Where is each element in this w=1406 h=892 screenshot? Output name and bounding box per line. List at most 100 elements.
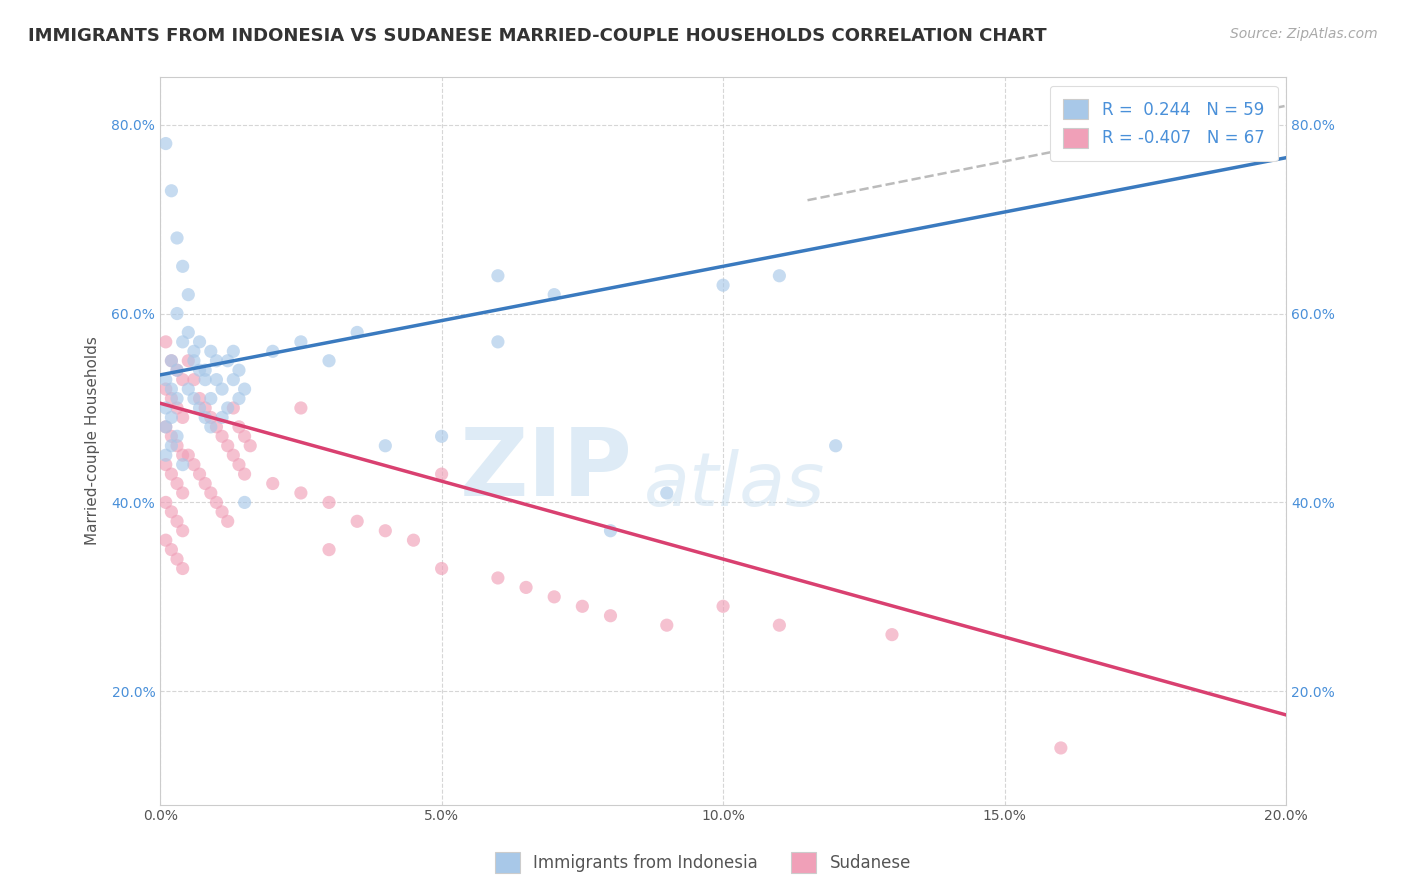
Y-axis label: Married-couple Households: Married-couple Households <box>86 336 100 546</box>
Point <box>233 429 256 443</box>
Point <box>217 439 239 453</box>
Point <box>200 344 222 359</box>
Point <box>211 429 233 443</box>
Point <box>290 334 312 349</box>
Point <box>160 439 183 453</box>
Point <box>486 334 509 349</box>
Point <box>346 326 368 340</box>
Point <box>160 505 183 519</box>
Point <box>262 476 284 491</box>
Point <box>222 344 245 359</box>
Point <box>172 448 194 462</box>
Point <box>172 561 194 575</box>
Point <box>155 373 177 387</box>
Point <box>172 334 194 349</box>
Point <box>188 334 211 349</box>
Point <box>155 382 177 396</box>
Point <box>160 542 183 557</box>
Point <box>211 505 233 519</box>
Point <box>205 420 228 434</box>
Point <box>188 467 211 481</box>
Point <box>155 420 177 434</box>
Point <box>824 439 846 453</box>
Point <box>172 410 194 425</box>
Point <box>318 353 340 368</box>
Point <box>290 486 312 500</box>
Point <box>160 353 183 368</box>
Point <box>166 231 188 245</box>
Point <box>155 458 177 472</box>
Point <box>172 458 194 472</box>
Point <box>233 495 256 509</box>
Point <box>239 439 262 453</box>
Point <box>571 599 593 614</box>
Point <box>188 363 211 377</box>
Point <box>172 373 194 387</box>
Point <box>166 392 188 406</box>
Point <box>205 353 228 368</box>
Point <box>880 627 903 641</box>
Point <box>160 429 183 443</box>
Point <box>543 590 565 604</box>
Point <box>166 439 188 453</box>
Point <box>768 268 790 283</box>
Point <box>155 420 177 434</box>
Point <box>233 467 256 481</box>
Point <box>515 581 537 595</box>
Point <box>160 382 183 396</box>
Point <box>160 392 183 406</box>
Point <box>200 486 222 500</box>
Point <box>183 392 205 406</box>
Point <box>290 401 312 415</box>
Point <box>155 136 177 151</box>
Point <box>194 410 217 425</box>
Point <box>374 439 396 453</box>
Point <box>155 495 177 509</box>
Point <box>768 618 790 632</box>
Point <box>711 599 734 614</box>
Point <box>166 363 188 377</box>
Point <box>599 608 621 623</box>
Point <box>217 401 239 415</box>
Text: atlas: atlas <box>644 449 825 521</box>
Legend: Immigrants from Indonesia, Sudanese: Immigrants from Indonesia, Sudanese <box>488 846 918 880</box>
Point <box>155 401 177 415</box>
Point <box>211 382 233 396</box>
Point <box>486 571 509 585</box>
Point <box>160 467 183 481</box>
Point <box>194 373 217 387</box>
Point <box>222 373 245 387</box>
Point <box>166 306 188 320</box>
Point <box>194 401 217 415</box>
Point <box>262 344 284 359</box>
Point <box>166 429 188 443</box>
Point <box>228 458 250 472</box>
Point <box>200 420 222 434</box>
Point <box>155 448 177 462</box>
Point <box>188 392 211 406</box>
Point <box>217 353 239 368</box>
Point <box>183 344 205 359</box>
Point <box>655 618 678 632</box>
Point <box>599 524 621 538</box>
Point <box>655 486 678 500</box>
Point <box>430 467 453 481</box>
Point <box>160 353 183 368</box>
Point <box>217 514 239 528</box>
Point <box>228 363 250 377</box>
Point <box>205 373 228 387</box>
Point <box>233 382 256 396</box>
Point <box>374 524 396 538</box>
Point <box>160 410 183 425</box>
Point <box>228 420 250 434</box>
Point <box>430 429 453 443</box>
Point <box>188 401 211 415</box>
Point <box>183 458 205 472</box>
Point <box>177 287 200 301</box>
Point <box>166 401 188 415</box>
Point <box>166 514 188 528</box>
Point <box>1050 741 1073 756</box>
Point <box>205 495 228 509</box>
Point <box>318 495 340 509</box>
Point <box>211 410 233 425</box>
